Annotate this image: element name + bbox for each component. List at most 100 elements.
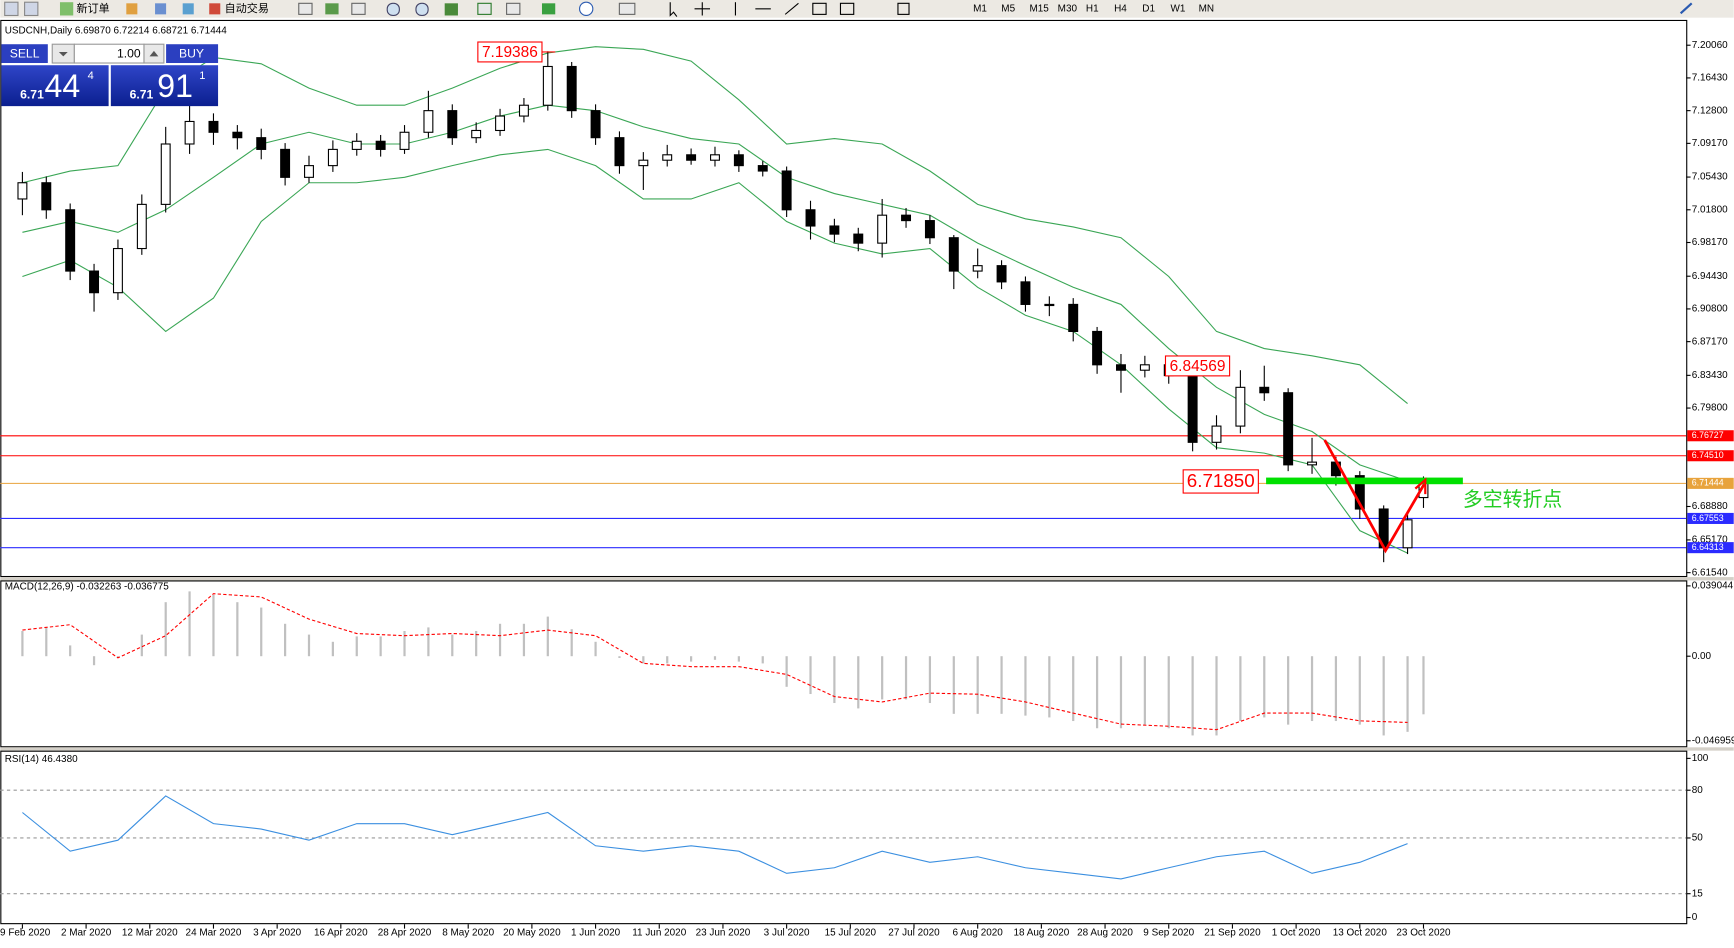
macd-bar xyxy=(713,656,717,660)
macd-bar xyxy=(881,656,884,700)
sell-button[interactable] xyxy=(1,44,48,64)
timeframe[interactable]: H4 xyxy=(1114,3,1127,14)
annotation: 7.19386 xyxy=(482,44,538,61)
x-tick-label: 1 Jun 2020 xyxy=(571,928,621,939)
level-label-bg xyxy=(1687,542,1734,554)
auto-trading-icon[interactable] xyxy=(209,3,221,15)
crosshair-tool[interactable] xyxy=(694,2,711,16)
candle-body xyxy=(1354,475,1365,510)
spinner-arrow xyxy=(149,50,159,57)
timeframe[interactable]: M1 xyxy=(973,3,987,14)
macd-bar xyxy=(1406,656,1409,732)
timeframe[interactable]: M5 xyxy=(1001,3,1015,14)
periods[interactable] xyxy=(579,1,594,17)
macd-bar xyxy=(1095,656,1099,729)
bollinger-band xyxy=(22,148,1408,554)
candle-body xyxy=(901,214,912,222)
annotation: 6.71850 xyxy=(1187,470,1255,491)
macd-bar xyxy=(116,656,120,659)
macd-bar xyxy=(546,616,549,657)
y-tick-label: 80 xyxy=(1692,785,1704,796)
pane-separator xyxy=(0,747,1734,751)
macd-bar xyxy=(236,602,239,657)
macd-bar xyxy=(857,656,860,709)
icon[interactable] xyxy=(155,3,167,15)
buy-button[interactable] xyxy=(166,44,219,64)
indicators[interactable] xyxy=(541,3,556,15)
candle-body xyxy=(423,110,434,133)
toolbar: 新订单 自动交易 M1 M5 M15 M30 H1 H4 D1 W1 MN xyxy=(0,0,1734,18)
level-label: 6.74510 xyxy=(1692,450,1724,460)
icon[interactable] xyxy=(126,3,138,15)
y-tick-label: 6.65170 xyxy=(1692,535,1728,546)
icon[interactable] xyxy=(24,1,39,17)
channel-tool[interactable] xyxy=(812,2,827,15)
ask-box[interactable] xyxy=(110,65,219,107)
sell-label[interactable]: SELL xyxy=(10,46,40,60)
bid-big-figure: 6.71 xyxy=(20,87,44,101)
x-tick-label: 6 Aug 2020 xyxy=(953,928,1004,939)
x-tick-label: 24 Mar 2020 xyxy=(186,928,242,939)
macd-bar xyxy=(1167,656,1170,729)
timeframe[interactable]: M30 xyxy=(1058,3,1078,14)
candle-body xyxy=(972,265,983,272)
rsi-line xyxy=(22,795,1408,880)
icon[interactable] xyxy=(351,2,366,15)
candle-body xyxy=(112,247,123,294)
timeframe[interactable]: MN xyxy=(1199,3,1214,14)
bid-box[interactable] xyxy=(1,65,109,107)
macd-bar xyxy=(260,607,263,657)
timeframe[interactable]: M15 xyxy=(1030,3,1050,14)
macd-bar xyxy=(904,656,908,700)
auto-trading[interactable]: 自动交易 xyxy=(225,1,269,15)
candle-body xyxy=(375,140,386,150)
bollinger-band xyxy=(22,104,1408,482)
candle-body xyxy=(542,65,553,106)
macd-signal xyxy=(22,593,1408,731)
macd-bar xyxy=(284,623,287,657)
macd-bar xyxy=(1358,656,1361,725)
timeframe[interactable]: D1 xyxy=(1142,3,1155,14)
zoom-out[interactable] xyxy=(415,2,429,17)
lots[interactable]: 1.00 xyxy=(117,46,141,60)
icon[interactable] xyxy=(182,3,194,15)
label-tool[interactable] xyxy=(897,2,910,15)
timeframe[interactable]: W1 xyxy=(1170,3,1185,14)
icon[interactable] xyxy=(325,3,339,15)
macd-bar xyxy=(1215,656,1218,736)
icon[interactable] xyxy=(444,3,458,16)
icon[interactable] xyxy=(298,2,313,15)
new-order[interactable]: 新订单 xyxy=(77,1,110,15)
candle-body xyxy=(1211,425,1222,443)
candle-body xyxy=(1116,364,1126,371)
cursor-tool[interactable] xyxy=(669,2,678,17)
macd-bar xyxy=(833,656,836,704)
icon[interactable] xyxy=(4,1,19,17)
macd-bar xyxy=(1239,656,1242,722)
level-label-bg xyxy=(1687,477,1734,489)
candle-body xyxy=(471,129,482,139)
fibo-tool[interactable] xyxy=(839,2,855,15)
level-label: 6.67553 xyxy=(1692,513,1724,523)
buy-label[interactable]: BUY xyxy=(179,46,204,60)
icon[interactable] xyxy=(477,2,492,15)
templates[interactable] xyxy=(618,2,636,15)
y-tick-label: 7.20060 xyxy=(1692,40,1728,51)
macd-bar xyxy=(69,645,72,657)
candle-body xyxy=(853,233,864,244)
x-tick-label: 28 Apr 2020 xyxy=(378,928,432,939)
arrow-head xyxy=(1414,477,1427,495)
pen-icon[interactable] xyxy=(1679,2,1693,15)
timeframe[interactable]: H1 xyxy=(1086,3,1099,14)
trendline-tool[interactable] xyxy=(784,2,799,15)
macd-bar xyxy=(498,623,502,657)
icon[interactable] xyxy=(506,2,521,15)
zoom-in[interactable] xyxy=(386,2,400,17)
y-tick-label: 0 xyxy=(1692,912,1698,923)
macd-bar xyxy=(737,656,740,662)
candle-body xyxy=(1283,392,1294,466)
candle-body xyxy=(1187,375,1198,443)
new-order-icon[interactable] xyxy=(59,2,74,16)
v-arrow xyxy=(1323,439,1426,554)
